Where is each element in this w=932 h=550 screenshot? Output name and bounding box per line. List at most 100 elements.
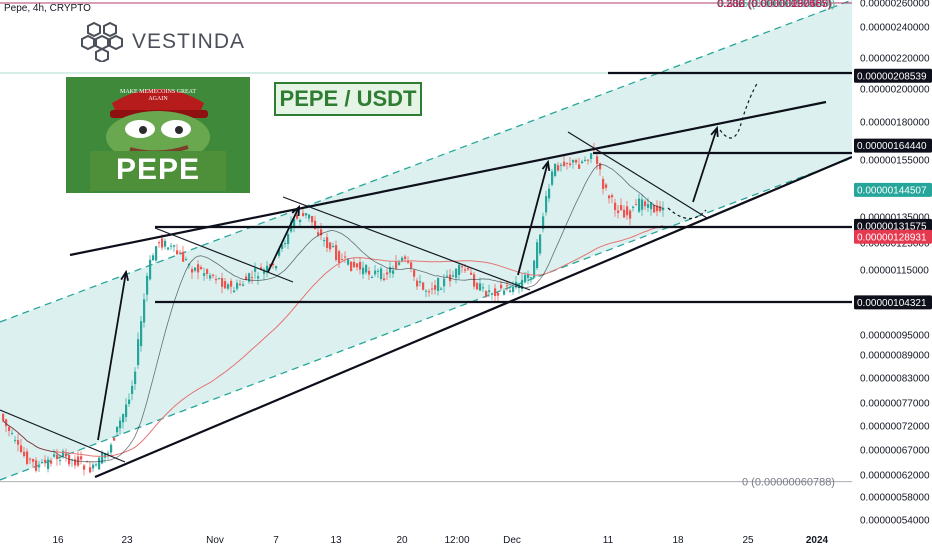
- candle-body: [488, 290, 491, 292]
- price-tick-label: 0.00000260000: [860, 0, 930, 10]
- price-tick-label: 0.00000125000: [860, 239, 930, 250]
- candle-body: [320, 229, 323, 236]
- candle-body: [359, 261, 362, 270]
- candle-body: [554, 163, 557, 176]
- candle-body: [545, 196, 548, 213]
- candle-body: [413, 269, 416, 277]
- candle-body: [29, 458, 32, 460]
- candle-body: [23, 451, 26, 457]
- candle-body: [611, 195, 614, 198]
- fib-labels: 0.618 (0.00000200383)0.5 (0.00000165344)…: [717, 0, 835, 489]
- channel-lower-line: [0, 157, 853, 481]
- price-tag-bg: [854, 68, 932, 83]
- price-tag-label: 0.00000164440: [857, 141, 927, 152]
- candle-body: [323, 240, 326, 242]
- candle-body: [311, 215, 314, 223]
- arrow-head: [291, 204, 300, 217]
- candle-body: [614, 202, 617, 211]
- candle-body: [179, 252, 182, 254]
- hexagon-logo-icon: [81, 22, 123, 62]
- candle-body: [617, 210, 620, 214]
- candle-body: [281, 244, 284, 249]
- time-tick-label: Nov: [206, 535, 224, 546]
- arrow-head: [120, 269, 129, 281]
- candle-body: [437, 278, 440, 291]
- price-tick-label: 0.00000115000: [860, 266, 929, 277]
- candle-body: [584, 159, 587, 161]
- candle-body: [560, 164, 563, 166]
- arrow-line: [97, 271, 127, 441]
- candle-body: [599, 163, 602, 170]
- candle-body: [173, 245, 176, 247]
- candle-body: [146, 275, 149, 295]
- candle-body: [635, 204, 638, 206]
- candle-body: [344, 256, 347, 258]
- price-tag-label: 0.00000104321: [857, 298, 927, 309]
- time-tick-label: 12:00: [444, 535, 469, 546]
- candle-body: [65, 453, 68, 457]
- price-axis[interactable]: 0.00000260000 0.00000240000 0.00000220000 0…: [852, 0, 932, 550]
- price-tick-label: 0.00000058000: [860, 493, 930, 504]
- candle-body: [482, 287, 485, 289]
- candle-body: [458, 264, 461, 275]
- pepe-artwork: MAKE MEMECOINS GREAT AGAIN PEPE: [66, 77, 250, 193]
- arrow-line: [267, 206, 300, 273]
- candle-body: [581, 161, 584, 164]
- candle-body: [491, 293, 494, 295]
- trend-line: [94, 155, 853, 479]
- trend-line: [154, 227, 294, 283]
- trend-line: [567, 131, 708, 219]
- candle-body: [335, 245, 338, 261]
- brand-logo: VESTINDA: [80, 22, 245, 62]
- candle-body: [626, 206, 629, 216]
- time-axis[interactable]: 16 23 Nov 7 13 20 12:00 Dec 11 18 25 2024: [52, 535, 828, 546]
- candle-body: [464, 269, 467, 271]
- candle-body: [539, 234, 542, 254]
- candle-body: [254, 268, 257, 272]
- price-tick-label: 0.00000077000: [860, 399, 930, 410]
- candle-body: [401, 257, 404, 262]
- candle-body: [11, 432, 14, 434]
- trend-drawings[interactable]: [0, 71, 853, 479]
- symbol-label: Pepe, 4h, CRYPTO: [4, 3, 91, 14]
- price-tick-label: 0.00000089000: [860, 351, 930, 362]
- price-tick-label: 0.00000200000: [860, 85, 930, 96]
- candle-body: [509, 290, 512, 292]
- candle-body: [494, 288, 497, 296]
- price-tick-label: 0.00000083000: [860, 374, 930, 385]
- candle-body: [5, 419, 8, 427]
- candle-body: [347, 258, 350, 265]
- candle-body: [419, 281, 422, 283]
- candle-body: [110, 444, 113, 453]
- candle-body: [17, 440, 20, 445]
- price-tick-label: 0.00000180000: [860, 118, 930, 129]
- candle-body: [473, 274, 476, 287]
- candle-body: [428, 291, 431, 293]
- candle-body: [221, 278, 224, 287]
- candle-body: [80, 456, 83, 460]
- candle-body: [245, 276, 248, 281]
- candle-body: [641, 199, 644, 210]
- candle-body: [566, 162, 569, 164]
- candle-body: [191, 269, 194, 273]
- candle-body: [410, 262, 413, 268]
- candle-body: [116, 426, 119, 433]
- candle-body: [284, 243, 287, 245]
- candle-body: [257, 276, 260, 279]
- candle-body: [356, 263, 359, 268]
- candle-body: [476, 283, 479, 290]
- price-tick-label: 0.00000220000: [860, 54, 930, 65]
- candle-body: [620, 205, 623, 211]
- candle-body: [521, 279, 524, 290]
- candle-body: [392, 270, 395, 274]
- candle-body: [386, 272, 389, 275]
- brand-name: VESTINDA: [132, 30, 246, 53]
- candle-body: [104, 452, 107, 458]
- candle-body: [224, 281, 227, 289]
- candle-body: [26, 451, 29, 464]
- candle-body: [194, 267, 197, 271]
- candle-body: [578, 164, 581, 169]
- candle-body: [602, 178, 605, 189]
- price-tick-label: 0.00000240000: [860, 23, 930, 34]
- price-tag-label: 0.00000208539: [857, 71, 927, 82]
